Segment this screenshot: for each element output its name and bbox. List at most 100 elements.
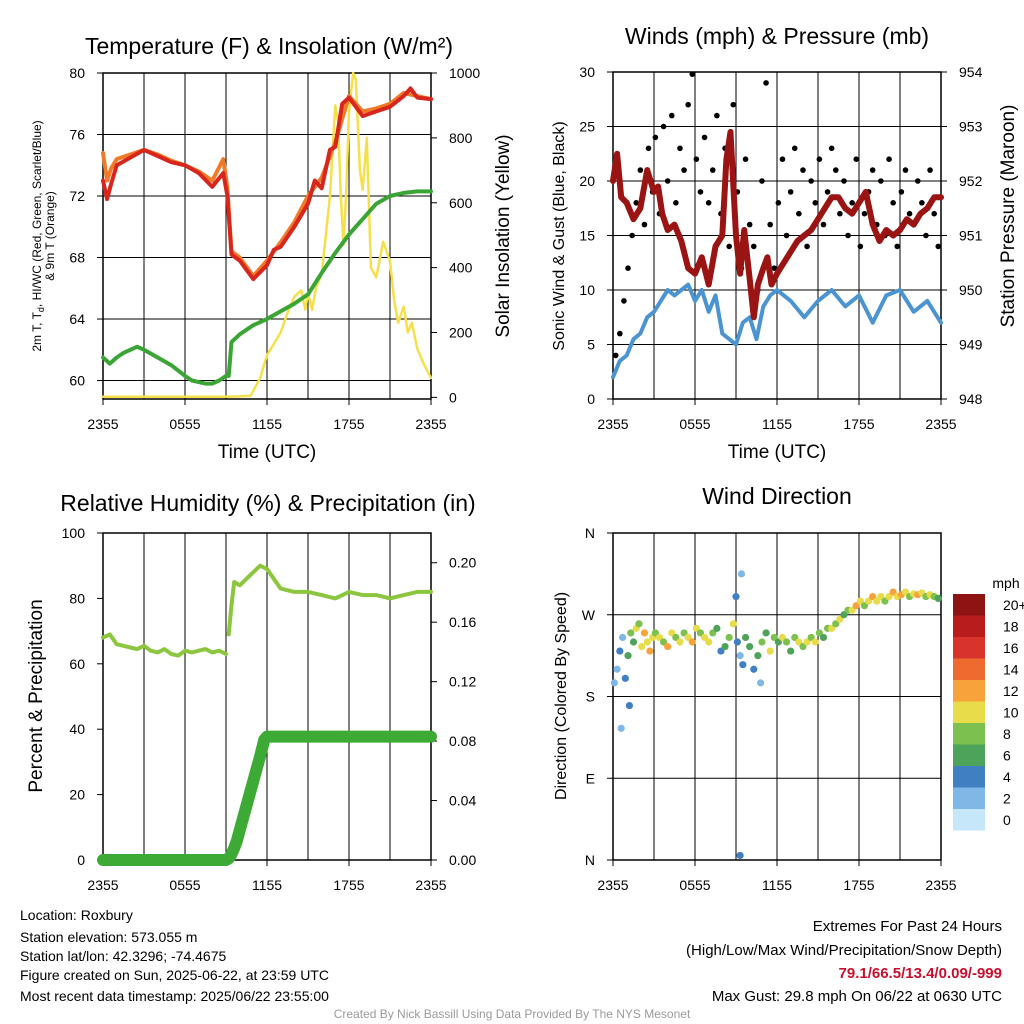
legend-swatch bbox=[953, 594, 985, 616]
wind-gust-point bbox=[641, 221, 648, 228]
wind-ytick-label: 30 bbox=[579, 64, 595, 80]
wind-gust-point bbox=[923, 232, 929, 239]
dir-xtick-label: 2355 bbox=[925, 877, 956, 893]
wind-gust-point bbox=[759, 178, 765, 184]
elevation-text: Station elevation: 573.055 m bbox=[20, 929, 198, 945]
dir-point bbox=[613, 665, 621, 673]
dir-point bbox=[618, 633, 627, 642]
temp-ytick-label: 72 bbox=[69, 188, 85, 204]
wind-gust-point bbox=[919, 200, 925, 206]
legend-label: 12 bbox=[1003, 683, 1019, 699]
wind-gust-point bbox=[705, 200, 712, 206]
rh-title: Relative Humidity (%) & Precipitation (i… bbox=[60, 490, 475, 516]
wind-gust-point bbox=[906, 210, 913, 217]
dir-point bbox=[725, 633, 733, 642]
dir-xtick-label: 1155 bbox=[762, 877, 792, 893]
temp-series-2m-t bbox=[101, 86, 433, 282]
wind-gust-point bbox=[685, 101, 691, 108]
wind-y2tick-label: 953 bbox=[959, 119, 983, 135]
rh-y2tick-label: 0.16 bbox=[449, 614, 476, 630]
dir-point bbox=[638, 642, 646, 651]
wind-gust-point bbox=[812, 200, 819, 206]
rh-y2tick-label: 0.00 bbox=[449, 852, 476, 868]
dir-point bbox=[736, 851, 744, 860]
wind-gust-point bbox=[796, 210, 802, 217]
wind-gust-point bbox=[927, 167, 933, 173]
legend-swatch bbox=[953, 809, 985, 831]
wind-ytick-label: 10 bbox=[579, 282, 595, 298]
legend-label: 4 bbox=[1003, 769, 1011, 785]
dir-point bbox=[819, 633, 828, 642]
rh-y2tick-label: 0.12 bbox=[449, 674, 476, 690]
wind-gust-point bbox=[783, 232, 790, 239]
dir-point bbox=[729, 620, 737, 628]
wind-xtick-label: 2355 bbox=[925, 416, 956, 432]
wind-y2tick-label: 952 bbox=[959, 173, 983, 189]
dir-point bbox=[621, 674, 629, 682]
wind-gust-point bbox=[693, 156, 700, 162]
rh-y2tick-label: 0.04 bbox=[449, 793, 476, 809]
temp-ylabel-line1: 2m T, Td, HI/WC (Red, Green, Scarlet/Blu… bbox=[30, 120, 46, 351]
dir-point bbox=[811, 638, 819, 646]
legend-label: 14 bbox=[1003, 662, 1019, 678]
wind-gust-point bbox=[714, 112, 720, 119]
dir-point bbox=[676, 638, 684, 646]
temp-xtick-label: 0555 bbox=[169, 416, 200, 432]
wind-series-pressure bbox=[610, 129, 944, 321]
dir-point bbox=[757, 679, 765, 687]
wind-gust-point bbox=[828, 145, 835, 152]
wind-gust-point bbox=[633, 200, 640, 206]
wind-ytick-label: 25 bbox=[579, 119, 595, 135]
temp-y2tick-label: 0 bbox=[449, 389, 457, 405]
dir-ytick-label: S bbox=[586, 689, 595, 705]
legend-label: 18 bbox=[1003, 619, 1019, 635]
rh-y2tick-label: 0.20 bbox=[449, 555, 476, 571]
wind-y2tick-label: 949 bbox=[959, 337, 983, 353]
legend-label: 2 bbox=[1003, 791, 1011, 807]
extremes-values: 79.1/66.5/13.4/0.09/-999 bbox=[838, 965, 1002, 982]
dir-point bbox=[713, 624, 721, 632]
dir-point bbox=[762, 629, 770, 637]
wind-gust-point bbox=[701, 134, 708, 141]
wind-gust-point bbox=[629, 232, 635, 239]
dir-title: Wind Direction bbox=[702, 483, 852, 509]
wind-gust-point bbox=[660, 123, 667, 130]
rh-xtick-label: 1155 bbox=[252, 877, 282, 893]
temp-ytick-label: 64 bbox=[69, 311, 85, 327]
dir-point bbox=[635, 620, 643, 628]
extremes-subtitle: (High/Low/Max Wind/Precipitation/Snow De… bbox=[686, 942, 1002, 959]
dir-ylabel: Direction (Colored By Speed) bbox=[553, 592, 570, 800]
wind-gust-point bbox=[664, 178, 671, 184]
rh-ytick-label: 40 bbox=[69, 721, 85, 737]
credit-text: Created By Nick Bassill Using Data Provi… bbox=[333, 1007, 691, 1021]
dir-point bbox=[746, 642, 754, 651]
dir-point bbox=[739, 661, 747, 669]
wind-ytick-label: 5 bbox=[587, 337, 595, 353]
wind-gust-point bbox=[668, 112, 675, 119]
created-text: Figure created on Sun, 2025-06-22, at 23… bbox=[20, 967, 329, 983]
dir-point bbox=[766, 647, 774, 655]
temp-xlabel: Time (UTC) bbox=[218, 442, 317, 463]
rh-xtick-label: 2355 bbox=[415, 877, 446, 893]
temp-xtick-label: 1155 bbox=[252, 416, 282, 432]
dir-point bbox=[750, 665, 758, 673]
legend-label: 0 bbox=[1003, 812, 1011, 828]
wind-ytick-label: 20 bbox=[579, 173, 595, 189]
temp-ylabel-line2: & 9m T (Orange) bbox=[43, 191, 57, 281]
legend-swatch bbox=[953, 658, 985, 680]
dir-ytick-label: N bbox=[585, 525, 595, 541]
legend-swatch bbox=[953, 701, 985, 723]
dir-point bbox=[934, 594, 942, 603]
dir-point bbox=[640, 629, 649, 637]
rh-y2tick-label: 0.08 bbox=[449, 733, 476, 749]
temp-ylabel: 2m T, Td, HI/WC (Red, Green, Scarlet/Blu… bbox=[30, 120, 57, 351]
wind-gust-point bbox=[898, 189, 905, 195]
wind-gust-point bbox=[709, 167, 716, 173]
dir-point bbox=[646, 647, 654, 655]
wind-gust-point bbox=[730, 101, 737, 108]
dir-point bbox=[754, 652, 762, 660]
wind-gust-point bbox=[841, 178, 847, 184]
wind-gust-point bbox=[750, 243, 757, 250]
dir-point bbox=[721, 642, 729, 651]
wind-gust-point bbox=[878, 178, 884, 184]
